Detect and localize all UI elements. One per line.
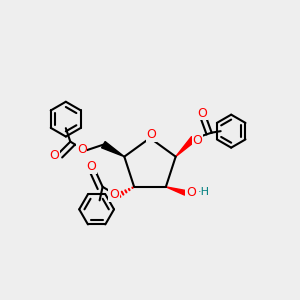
Text: ·H: ·H: [198, 187, 210, 197]
Polygon shape: [166, 187, 186, 195]
Text: O: O: [192, 134, 202, 147]
Text: O: O: [77, 143, 87, 156]
Text: O: O: [49, 149, 59, 162]
Text: O: O: [109, 188, 119, 201]
Polygon shape: [176, 136, 196, 157]
Polygon shape: [101, 142, 124, 157]
Text: O: O: [147, 128, 156, 142]
Text: O: O: [186, 186, 196, 199]
Text: O: O: [87, 160, 97, 173]
Text: O: O: [197, 107, 207, 120]
